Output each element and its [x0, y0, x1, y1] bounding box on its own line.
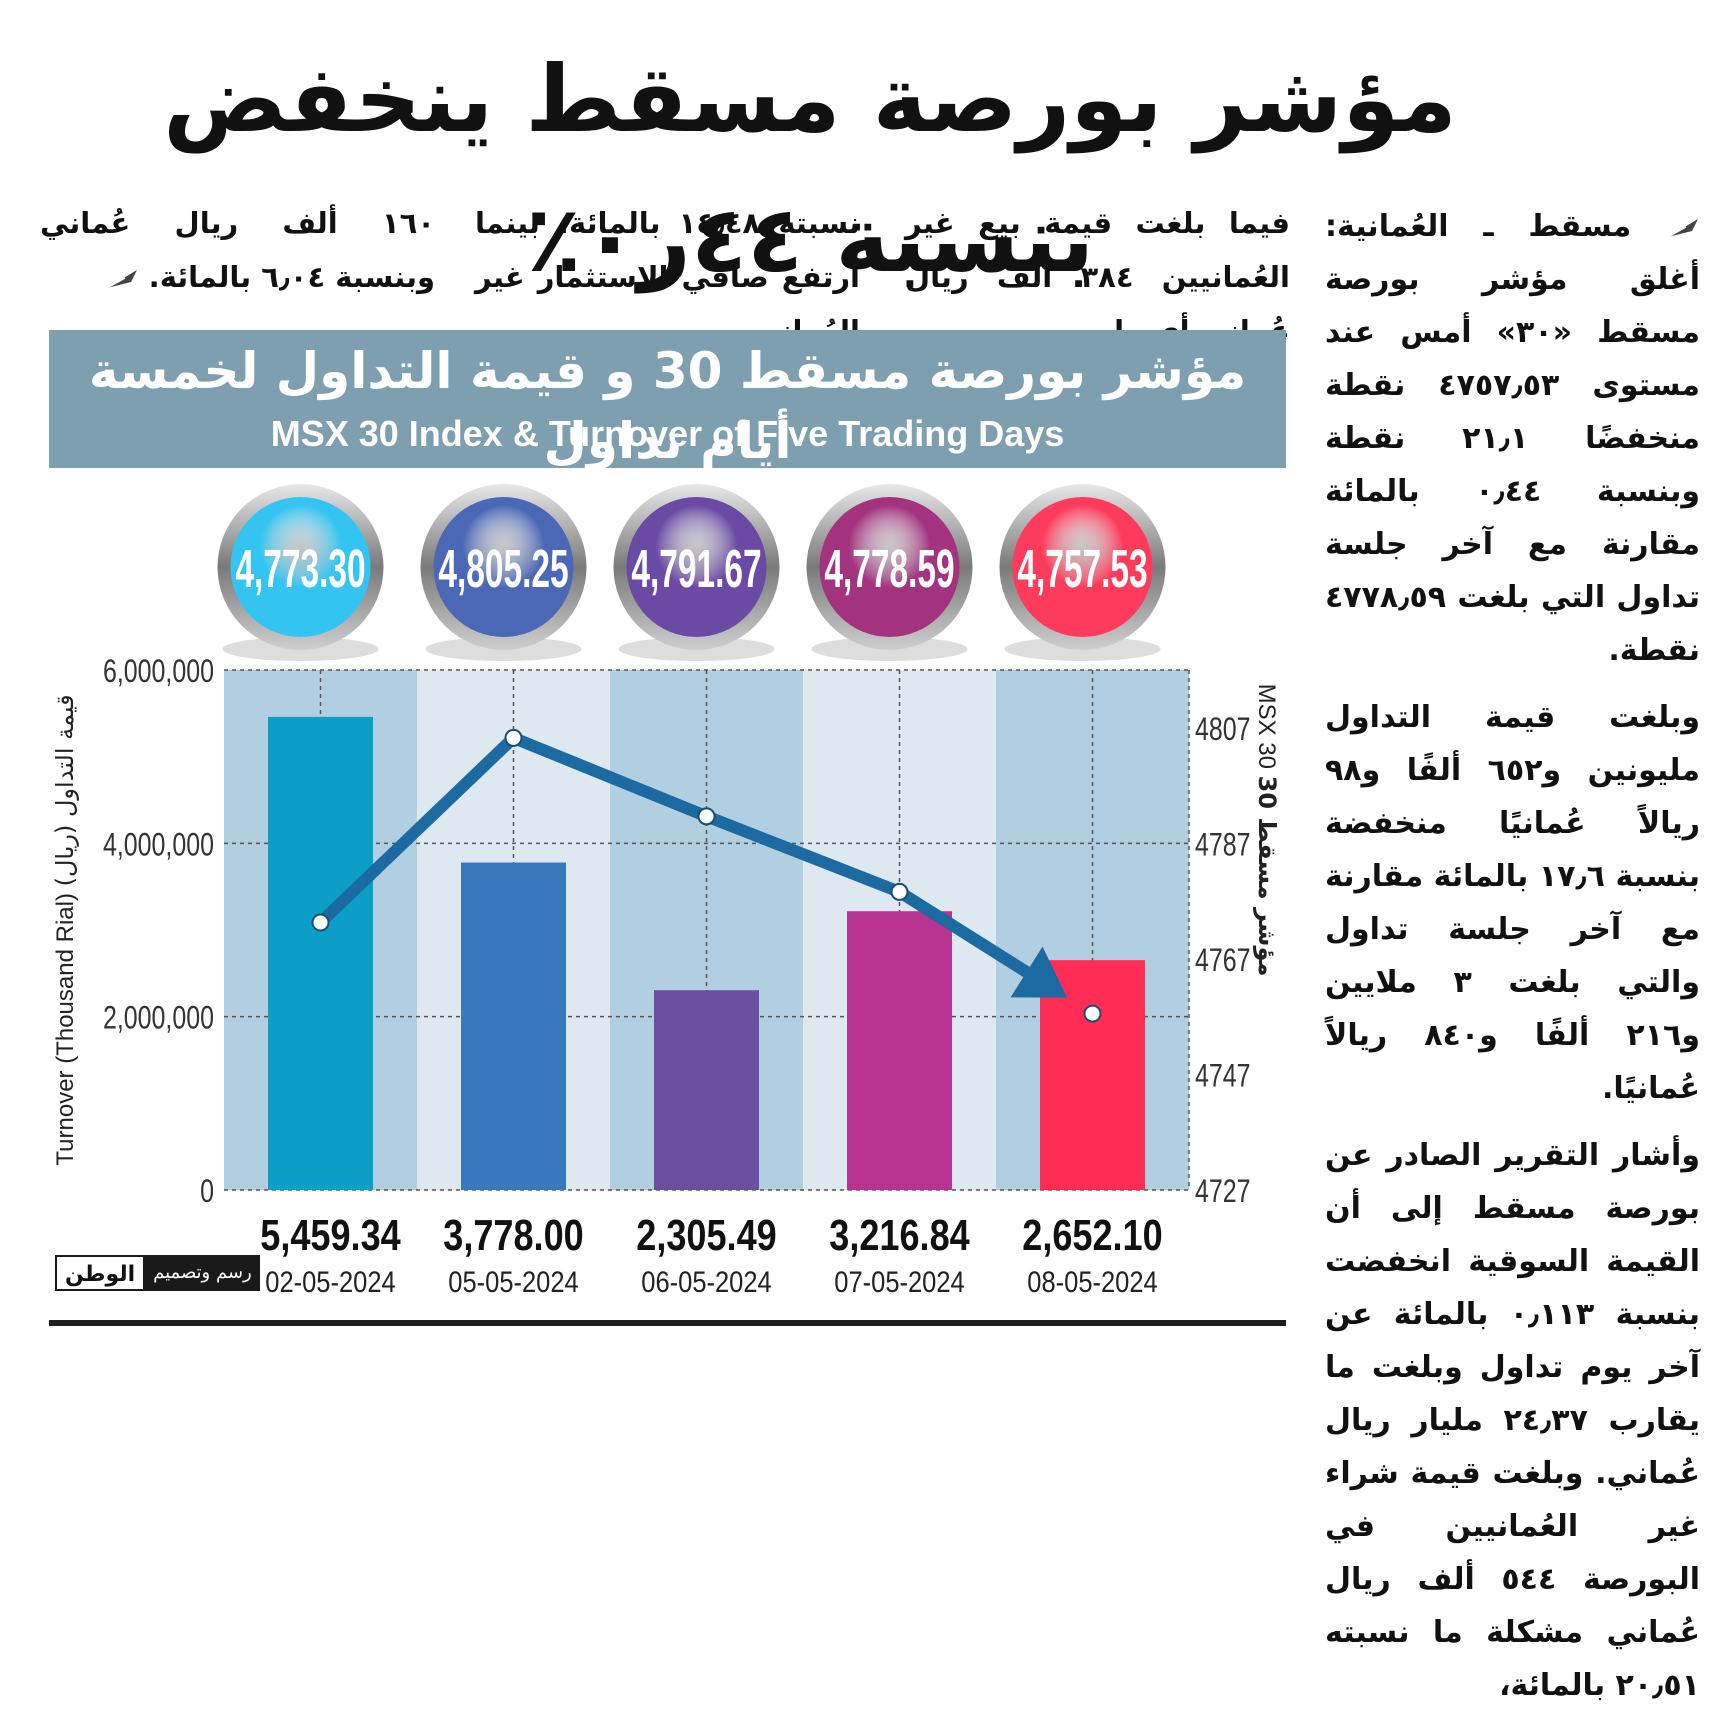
bar-turnover [268, 716, 373, 1190]
y-tick-label-right: 4807 [1195, 712, 1251, 748]
x-tick-label: 07-05-2024 [834, 1265, 964, 1298]
bubble [819, 497, 960, 637]
credit-text: رسم وتصميم [145, 1255, 260, 1291]
bubble [230, 497, 371, 637]
x-tick-label: 06-05-2024 [641, 1265, 771, 1298]
bubble [626, 497, 767, 637]
infographic-panel: مؤشر بورصة مسقط 30 و قيمة التداول لخمسة … [49, 330, 1286, 1326]
credit-logo: الوطن [55, 1255, 146, 1291]
y-axis-title-left: Turnover (Thousand Rial) قيمة التداول (ر… [51, 694, 79, 1165]
index-arrow-head [1010, 946, 1068, 998]
index-value-label: 4,778.59 [824, 538, 954, 599]
bubble [433, 497, 574, 637]
index-point [697, 807, 716, 826]
index-point [504, 728, 523, 747]
x-tick-label: 05-05-2024 [448, 1265, 578, 1298]
article-text: ١٦٠ ألف ريال عُماني وبنسبة ٦٫٠٤ بالمائة. [40, 206, 435, 294]
index-line [316, 731, 902, 927]
index-line-segment [893, 885, 1033, 979]
index-value-label: 4,773.30 [235, 538, 365, 599]
y-tick-label-left: 4,000,000 [103, 827, 214, 863]
index-point [311, 913, 330, 932]
infographic-title-ar: مؤشر بورصة مسقط 30 و قيمة التداول لخمسة … [88, 342, 1247, 470]
x-tick-label: 02-05-2024 [265, 1265, 395, 1298]
article-text: مسقط ـ العُمانية: أغلق مؤشر بورصة مسقط «… [1325, 209, 1700, 668]
article-paragraph-1: مسقط ـ العُمانية: أغلق مؤشر بورصة مسقط «… [1325, 200, 1700, 677]
y-tick-label-right: 4727 [1195, 1174, 1251, 1210]
bar-value-label: 5,459.34 [260, 1211, 401, 1260]
bar-turnover [847, 911, 952, 1190]
bar-turnover [654, 990, 759, 1190]
y-tick-label-right: 4767 [1195, 943, 1251, 979]
y-axis-title-right: MSX 30 مؤشر مسقط 30 [1253, 684, 1281, 977]
bar-value-label: 3,778.00 [443, 1211, 583, 1260]
y-tick-label-left: 0 [200, 1174, 214, 1210]
bar-turnover [461, 862, 566, 1190]
index-value-label: 4,757.53 [1017, 538, 1147, 599]
bar-value-label: 3,216.84 [829, 1211, 970, 1260]
bar-value-label: 2,305.49 [636, 1211, 776, 1260]
pen-nib-icon [105, 268, 139, 290]
pen-nib-icon [1666, 217, 1700, 239]
bar-value-label: 2,652.10 [1022, 1211, 1162, 1260]
headline: مؤشر بورصة مسقط ينخفض بنسبة ٤٤ر٠٪ [163, 46, 1457, 293]
index-value-label: 4,805.25 [438, 538, 568, 599]
index-value-label: 4,791.67 [631, 538, 761, 599]
article-paragraph-3: وأشار التقرير الصادر عن بورصة مسقط إلى أ… [1325, 1138, 1700, 1703]
index-point [1083, 1004, 1102, 1023]
index-point [890, 882, 909, 901]
y-axis-title-right-en: MSX 30 [1253, 684, 1280, 776]
chart-svg: 0 2,000,000 4,000,000 6,000,000 4727 4747 4767… [51, 484, 1281, 1298]
y-axis-title-right-ar: مؤشر مسقط 30 [1253, 776, 1281, 977]
y-axis-title-left-ar: قيمة التداول (ريال) [51, 694, 79, 886]
x-tick-label: 08-05-2024 [1027, 1265, 1157, 1298]
infographic-header: مؤشر بورصة مسقط 30 و قيمة التداول لخمسة … [49, 330, 1286, 470]
y-tick-label-right: 4747 [1195, 1059, 1251, 1095]
y-axis-title-left-en: Turnover (Thousand Rial) [52, 886, 79, 1165]
y-tick-label-left: 6,000,000 [103, 654, 214, 690]
article-right-column: مسقط ـ العُمانية: أغلق مؤشر بورصة مسقط «… [1325, 200, 1700, 1726]
infographic-title-en: MSX 30 Index & Turnover of Five Trading … [270, 413, 1065, 454]
bubble [1012, 497, 1153, 637]
y-tick-label-left: 2,000,000 [103, 1001, 214, 1037]
credit-badge: رسم وتصميم الوطن [55, 1255, 260, 1291]
article-top-column-3: ١٦٠ ألف ريال عُماني وبنسبة ٦٫٠٤ بالمائة. [40, 196, 435, 304]
bar-turnover [1040, 960, 1145, 1190]
y-tick-label-right: 4787 [1195, 827, 1251, 863]
article-paragraph-2: وبلغت قيمة التداول مليونين و٦٥٢ ألفًا و٩… [1325, 700, 1700, 1106]
